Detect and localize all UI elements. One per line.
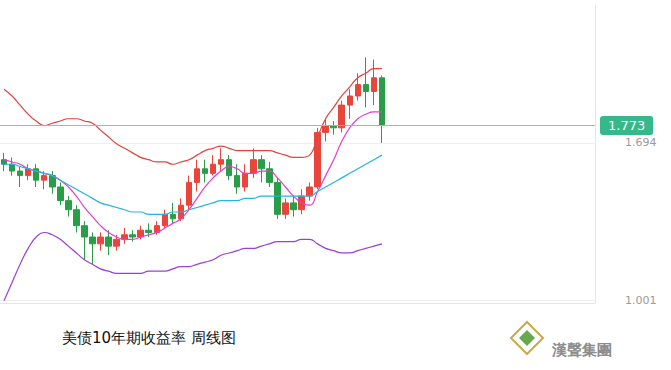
svg-text:漢聲集團: 漢聲集團	[551, 341, 612, 359]
svg-text:美债10年期收益率 周线图: 美债10年期收益率 周线图	[62, 329, 236, 347]
svg-text:1.001: 1.001	[625, 294, 657, 307]
svg-text:1.773: 1.773	[608, 118, 645, 133]
svg-text:1.694: 1.694	[625, 136, 657, 149]
